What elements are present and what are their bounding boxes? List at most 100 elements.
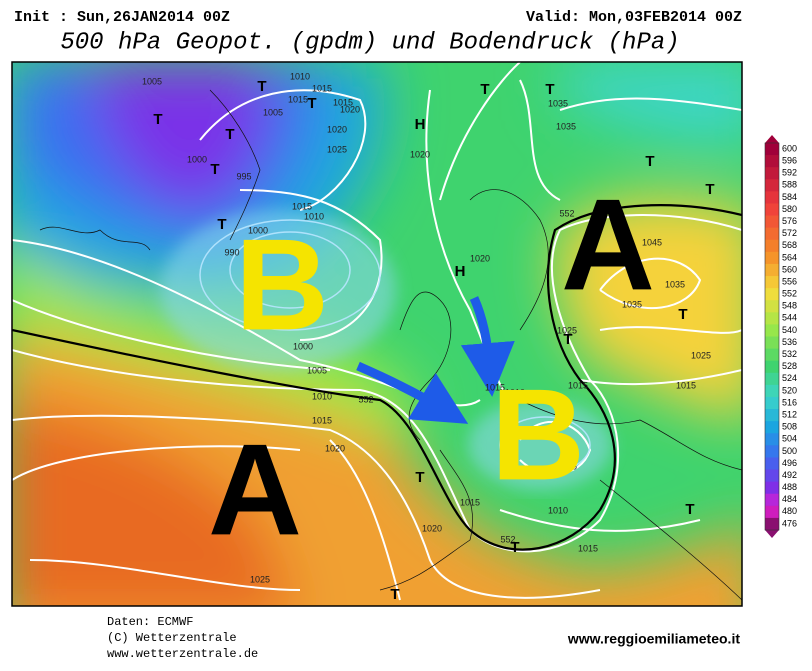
isobar-label: 1005 xyxy=(557,461,577,471)
pressure-marker: T xyxy=(510,539,519,556)
colorbar-label: 596 xyxy=(782,156,797,166)
colorbar-label: 500 xyxy=(782,446,797,456)
colorbar-cell xyxy=(765,469,779,483)
colorbar-label: 584 xyxy=(782,192,797,202)
colorbar-label: 476 xyxy=(782,518,797,528)
colorbar-label: 556 xyxy=(782,276,797,286)
isobar-label: 552 xyxy=(559,208,574,218)
pressure-center: B xyxy=(491,361,585,507)
colorbar-cell xyxy=(765,445,779,458)
colorbar-cell xyxy=(765,288,779,301)
colorbar-label: 512 xyxy=(782,409,797,419)
isobar-label: 1015 xyxy=(288,94,308,104)
footer-site: www.reggioemiliameteo.it xyxy=(567,631,741,647)
colorbar-cell xyxy=(765,481,779,495)
colorbar-cell xyxy=(765,517,779,531)
pressure-marker: T xyxy=(225,126,234,143)
colorbar-cell xyxy=(765,493,779,507)
colorbar-cell xyxy=(765,396,779,410)
colorbar-label: 540 xyxy=(782,325,797,335)
isobar-label: 1025 xyxy=(557,325,577,335)
colorbar-label: 564 xyxy=(782,252,797,262)
colorbar-cell xyxy=(765,348,779,362)
colorbar-end xyxy=(765,135,779,143)
pressure-marker: T xyxy=(685,501,694,518)
colorbar-cell xyxy=(765,360,779,374)
footer-source: Daten: ECMWF xyxy=(107,615,193,629)
pressure-marker: T xyxy=(705,181,714,198)
isobar-label: 1010 xyxy=(312,391,332,401)
colorbar-cell xyxy=(765,433,779,446)
colorbar-label: 480 xyxy=(782,506,797,516)
colorbar-cell xyxy=(765,300,779,313)
colorbar-label: 536 xyxy=(782,337,797,347)
isobars xyxy=(12,62,742,601)
isobar-label: 1015 xyxy=(312,415,332,425)
colorbar-label: 508 xyxy=(782,422,797,432)
footer-url: www.wetterzentrale.de xyxy=(107,647,258,661)
pressure-marker: T xyxy=(563,331,572,348)
colorbar-cell xyxy=(765,203,779,217)
pressure-marker: T xyxy=(545,81,554,98)
colorbar-label: 496 xyxy=(782,458,797,468)
pressure-center: A xyxy=(208,416,302,562)
colorbar-cell xyxy=(765,409,779,422)
colorbar-label: 572 xyxy=(782,228,797,238)
isobar-label: 1010 xyxy=(304,211,324,221)
isobar-label: 1015 xyxy=(333,97,353,107)
pressure-marker: T xyxy=(678,306,687,323)
pressure-marker: T xyxy=(257,78,266,95)
colorbar-label: 576 xyxy=(782,216,797,226)
colorbar-label: 532 xyxy=(782,349,797,359)
colorbar-cell xyxy=(765,372,779,386)
isobar-label: 1025 xyxy=(250,574,270,584)
colorbar-cell xyxy=(765,457,779,471)
isobar-label: 1015 xyxy=(485,382,505,392)
pressure-marker: T xyxy=(390,586,399,603)
colorbar-label: 544 xyxy=(782,313,797,323)
isobar-label: 995 xyxy=(236,171,251,181)
isobar-label: 1020 xyxy=(325,443,345,453)
colorbar-label: 484 xyxy=(782,494,797,504)
isobar-label: 1020 xyxy=(410,149,430,159)
isobar-label: 1020 xyxy=(422,523,442,533)
colorbar-label: 492 xyxy=(782,470,797,480)
isobar-label: 1010 xyxy=(548,505,568,515)
pressure-marker: T xyxy=(217,216,226,233)
isobar-label: 1020 xyxy=(327,124,347,134)
colorbar-cell xyxy=(765,179,779,192)
pressure-marker: T xyxy=(210,161,219,178)
colorbar-cell xyxy=(765,263,779,277)
colorbar-label: 568 xyxy=(782,240,797,250)
isobar-label: 1020 xyxy=(470,253,490,263)
colorbar-label: 588 xyxy=(782,180,797,190)
colorbar-label: 524 xyxy=(782,373,797,383)
isobar-label: 1035 xyxy=(548,98,568,108)
colorbar-label: 552 xyxy=(782,289,797,299)
arrows xyxy=(356,296,515,424)
isobar-label: 1010 xyxy=(290,71,310,81)
isobar-label: 1015 xyxy=(292,201,312,211)
contour-552 xyxy=(12,204,742,551)
isobar-label: 1035 xyxy=(622,299,642,309)
isobar-label: 1000 xyxy=(187,154,207,164)
isobar-label: 1015 xyxy=(312,83,332,93)
isobar-label: 1015 xyxy=(676,380,696,390)
valid-time: Valid: Mon,03FEB2014 00Z xyxy=(526,9,742,26)
pressure-marker: T xyxy=(645,153,654,170)
colorbar-cell xyxy=(765,324,779,337)
isobar-label: 552 xyxy=(358,394,373,404)
colorbar-cell xyxy=(765,155,779,168)
isobar-label: 1045 xyxy=(642,237,662,247)
colorbar-cell xyxy=(765,227,779,241)
isobar-label: 1015 xyxy=(568,380,588,390)
isobar-label: 1005 xyxy=(263,107,283,117)
colorbar-label: 504 xyxy=(782,434,797,444)
pressure-center: A xyxy=(561,171,655,317)
pressure-marker: T xyxy=(153,111,162,128)
colorbar-cell xyxy=(765,167,779,180)
isobar-label: 1000 xyxy=(248,225,268,235)
isobar-label: 1010 xyxy=(505,387,525,397)
pressure-marker: T xyxy=(480,81,489,98)
